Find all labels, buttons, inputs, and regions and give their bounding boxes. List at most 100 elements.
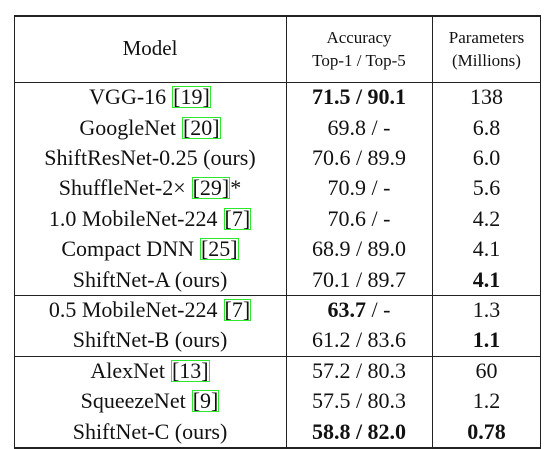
accuracy-cell: 61.2 / 83.6 (286, 325, 432, 355)
rule (14, 15, 541, 17)
accuracy-value: 71.5 / 90.1 (311, 84, 407, 110)
model-cell: AlexNet [13] (14, 356, 286, 386)
model-cell: ShuffleNet-2× [29] * (14, 173, 286, 203)
accuracy-cell: 70.1 / 89.7 (286, 264, 432, 294)
params-cell: 1.1 (432, 325, 541, 355)
accuracy-value: 69.8 / - (327, 114, 391, 140)
params-cell: 5.6 (432, 173, 541, 203)
header-params: Parameters (Millions) (432, 15, 541, 82)
citation: [7] (223, 205, 252, 231)
accuracy-value: 70.6 / 89.9 (311, 144, 407, 170)
rule (14, 82, 541, 83)
accuracy-value: 58.8 / 82.0 (311, 418, 407, 444)
model-cell: ShiftNet-B (ours) (14, 325, 286, 355)
model-name: VGG-16 (89, 84, 167, 110)
accuracy-value: 70.9 / - (327, 175, 391, 201)
accuracy-cell: 69.8 / - (286, 112, 432, 142)
model-name: ShiftNet-C (ours) (72, 418, 228, 444)
params-value: 6.0 (472, 144, 501, 170)
model-cell: 0.5 MobileNet-224 [7] (14, 295, 286, 325)
params-value: 4.1 (472, 266, 501, 292)
rule (14, 355, 541, 357)
model-name: AlexNet (90, 357, 165, 383)
params-value: 4.1 (472, 236, 501, 262)
params-value: 138 (470, 84, 503, 110)
accuracy-cell: 70.9 / - (286, 173, 432, 203)
model-name: ShiftNet-A (ours) (72, 266, 228, 292)
params-cell: 4.1 (432, 264, 541, 294)
accuracy-cell: 57.5 / 80.3 (286, 386, 432, 416)
accuracy-value: 57.2 / 80.3 (311, 357, 407, 383)
rule (286, 15, 287, 449)
model-name: ShuffleNet-2× (58, 175, 186, 201)
model-cell: VGG-16 [19] (14, 82, 286, 112)
accuracy-value: 61.2 / 83.6 (311, 327, 407, 353)
params-cell: 4.1 (432, 234, 541, 264)
params-value: 5.6 (472, 175, 501, 201)
rule (14, 15, 15, 449)
params-value: 6.8 (472, 114, 501, 140)
rule (14, 446, 541, 449)
model-cell: ShiftNet-A (ours) (14, 264, 286, 294)
header-text: (Millions) (452, 50, 521, 70)
params-cell: 138 (432, 82, 541, 112)
accuracy-value: 70.6 / - (327, 205, 391, 231)
params-cell: 0.78 (432, 416, 541, 446)
params-cell: 6.0 (432, 143, 541, 173)
model-cell: ShiftResNet-0.25 (ours) (14, 143, 286, 173)
model-cell: ShiftNet-C (ours) (14, 416, 286, 446)
citation: [20] (181, 114, 221, 140)
citation: [13] (170, 357, 210, 383)
rule (432, 15, 433, 449)
params-value: 1.2 (472, 388, 501, 414)
params-value: 60 (475, 357, 498, 383)
params-cell: 60 (432, 356, 541, 386)
accuracy-cell: 70.6 / 89.9 (286, 143, 432, 173)
params-value: 1.1 (472, 327, 501, 353)
citation: [9] (191, 388, 220, 414)
model-suffix: * (230, 175, 242, 201)
accuracy-value: 57.5 / 80.3 (311, 388, 407, 414)
accuracy-value: 70.1 / 89.7 (311, 266, 407, 292)
model-name: ShiftNet-B (ours) (72, 327, 228, 353)
params-value: 1.3 (472, 296, 501, 322)
accuracy-cell: 57.2 / 80.3 (286, 356, 432, 386)
params-value: 0.78 (467, 418, 506, 444)
model-cell: 1.0 MobileNet-224 [7] (14, 204, 286, 234)
model-name: GoogleNet (79, 114, 176, 140)
model-name: 0.5 MobileNet-224 (48, 296, 218, 322)
params-cell: 4.2 (432, 204, 541, 234)
accuracy-cell: 63.7 / - (286, 295, 432, 325)
model-cell: GoogleNet [20] (14, 112, 286, 142)
model-name: SqueezeNet (80, 388, 186, 414)
accuracy-cell: 70.6 / - (286, 204, 432, 234)
model-name: 1.0 MobileNet-224 (48, 205, 218, 231)
model-name: Compact DNN (61, 236, 194, 262)
header-model: Model (14, 15, 286, 82)
header-text: Model (122, 36, 178, 60)
accuracy-cell: 68.9 / 89.0 (286, 234, 432, 264)
rule (540, 15, 541, 449)
model-cell: SqueezeNet [9] (14, 386, 286, 416)
model-name: ShiftResNet-0.25 (ours) (44, 144, 256, 170)
params-value: 4.2 (472, 205, 501, 231)
citation: [7] (223, 296, 252, 322)
rule (14, 294, 541, 296)
header-accuracy: Accuracy Top-1 / Top-5 (286, 15, 432, 82)
header-text: Top-1 / Top-5 (312, 50, 406, 70)
params-cell: 6.8 (432, 112, 541, 142)
header-text: Accuracy (326, 27, 392, 47)
citation: [29] (191, 175, 231, 201)
citation: [25] (199, 236, 239, 262)
accuracy-cell: 71.5 / 90.1 (286, 82, 432, 112)
params-cell: 1.3 (432, 295, 541, 325)
model-cell: Compact DNN [25] (14, 234, 286, 264)
params-cell: 1.2 (432, 386, 541, 416)
accuracy-value: 68.9 / 89.0 (311, 236, 407, 262)
citation: [19] (172, 84, 211, 110)
accuracy-value: 63.7 (327, 296, 367, 322)
accuracy-cell: 58.8 / 82.0 (286, 416, 432, 446)
accuracy-value: / - (366, 296, 391, 322)
header-text: Parameters (448, 27, 525, 47)
